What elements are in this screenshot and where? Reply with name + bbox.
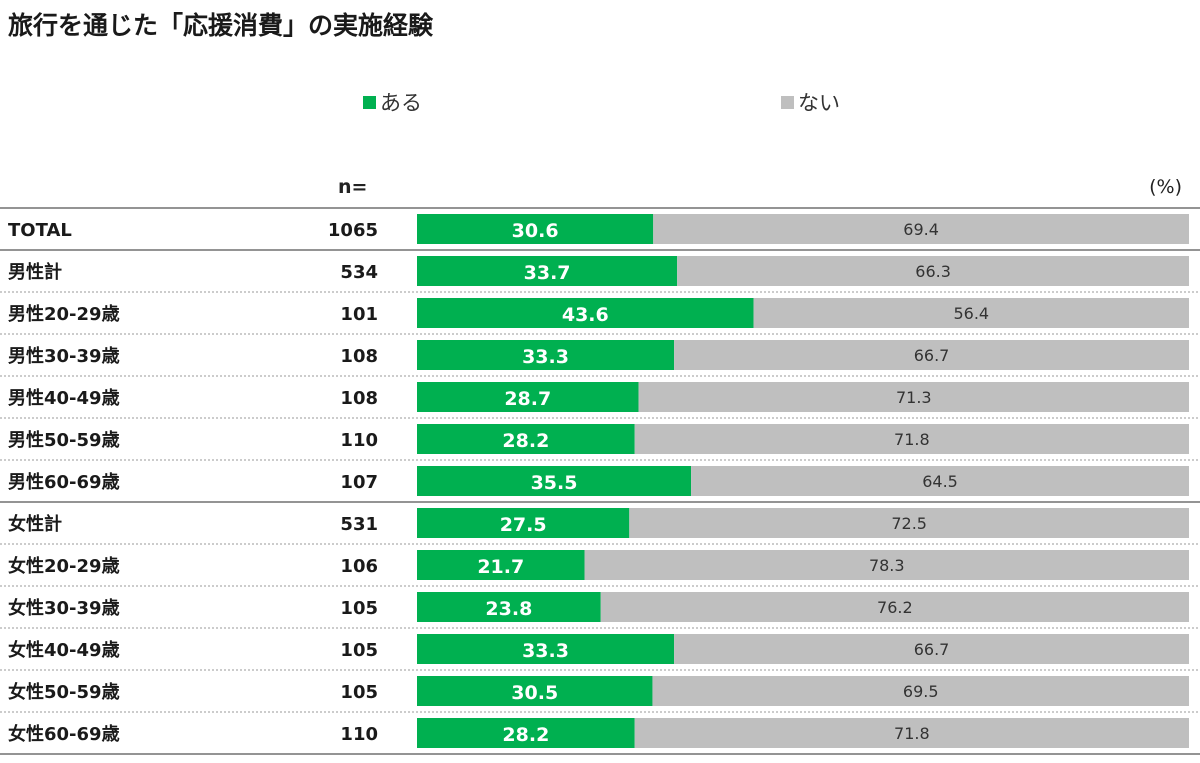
row-n-value: 105 [340,640,378,661]
bar-yes [417,676,653,706]
bar-yes [417,298,754,328]
bar-yes-value-label: 43.6 [562,304,609,326]
bar-yes-value-label: 21.7 [477,556,524,578]
row-n-value: 101 [340,304,378,325]
bar-yes-value-label: 23.8 [485,598,532,620]
row-label: 男性40-49歳 [8,387,120,409]
row-label: 女性40-49歳 [8,639,120,661]
bar-yes [417,382,639,412]
row-label: 女性30-39歳 [8,597,120,619]
bar-no [584,550,1189,580]
row-n-value: 105 [340,682,378,703]
row-n-value: 110 [340,724,378,745]
bar-no [634,424,1189,454]
bar-yes [417,424,635,454]
bar-no-value-label: 71.8 [894,724,930,743]
row-n-value: 108 [340,346,378,367]
legend-swatch-no [781,95,794,109]
legend-label-yes: ある [380,91,422,115]
bar-yes-value-label: 28.2 [502,724,549,746]
row-label: 男性50-59歳 [8,429,120,451]
legend-label-no: ない [798,91,840,115]
bar-no-value-label: 78.3 [869,556,905,575]
bar-yes [417,256,678,286]
bar-no-value-label: 72.5 [891,514,927,533]
row-n-value: 106 [340,556,378,577]
n-column-header: n= [338,176,368,198]
row-n-value: 105 [340,598,378,619]
bar-yes-value-label: 33.3 [522,640,569,662]
bar-yes-value-label: 35.5 [531,472,578,494]
bar-yes-value-label: 28.2 [502,430,549,452]
bar-no-value-label: 71.3 [896,388,932,407]
bar-yes [417,508,630,538]
bar-no [677,256,1189,286]
row-n-value: 107 [340,472,378,493]
row-label: 女性50-59歳 [8,681,120,703]
bar-no-value-label: 69.4 [903,220,939,239]
bar-no [674,340,1189,370]
bar-yes [417,718,635,748]
bar-no [652,676,1189,706]
bar-yes-value-label: 33.7 [524,262,571,284]
legend-item-yes: ある [363,88,422,116]
bar-yes-value-label: 33.3 [522,346,569,368]
row-n-value: 534 [340,262,378,283]
row-label: 男性30-39歳 [8,345,120,367]
bar-yes [417,634,675,664]
row-label: 女性60-69歳 [8,723,120,745]
bar-no-value-label: 56.4 [953,304,989,323]
bar-no [629,508,1189,538]
bar-no [600,592,1189,622]
row-label: 男性20-29歳 [8,303,120,325]
bar-no-value-label: 69.5 [903,682,939,701]
bar-yes-value-label: 30.5 [511,682,558,704]
bar-no-value-label: 71.8 [894,430,930,449]
row-n-value: 110 [340,430,378,451]
row-label: TOTAL [8,220,72,241]
legend-swatch-yes [363,95,376,109]
bar-yes [417,550,585,580]
bar-yes-value-label: 28.7 [504,388,551,410]
bar-no [653,214,1189,244]
row-label: 男性計 [8,261,62,283]
bar-no-value-label: 66.3 [915,262,951,281]
chart-title: 旅行を通じた「応援消費」の実施経験 [8,11,434,40]
row-label: 女性20-29歳 [8,555,120,577]
unit-label: (%) [1149,176,1182,198]
bar-no-value-label: 76.2 [877,598,913,617]
bar-no-value-label: 66.7 [914,640,950,659]
legend-item-no: ない [781,88,840,116]
bar-yes-value-label: 30.6 [512,220,559,242]
bar-no [691,466,1189,496]
row-n-value: 531 [340,514,378,535]
row-label: 女性計 [8,513,62,535]
bar-no [674,634,1189,664]
bar-yes [417,466,692,496]
bar-no-value-label: 64.5 [922,472,958,491]
row-n-value: 1065 [328,220,378,241]
bar-yes [417,592,601,622]
bar-yes [417,214,654,244]
bar-yes [417,340,675,370]
bar-no [634,718,1189,748]
row-n-value: 108 [340,388,378,409]
row-label: 男性60-69歳 [8,471,120,493]
bar-no [753,298,1189,328]
bar-yes-value-label: 27.5 [500,514,547,536]
bar-no [638,382,1189,412]
bar-no-value-label: 66.7 [914,346,950,365]
